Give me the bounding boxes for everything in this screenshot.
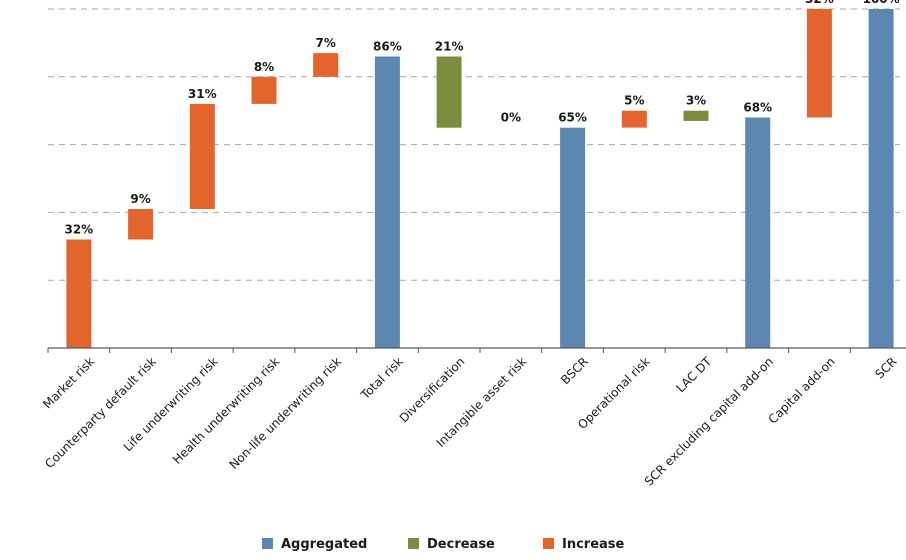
bars bbox=[66, 9, 894, 348]
data-label: 100% bbox=[863, 0, 900, 6]
legend-swatch-aggregated bbox=[262, 538, 273, 549]
bar-bscr bbox=[560, 127, 586, 348]
x-tick-label: Market risk bbox=[40, 354, 97, 411]
data-label: 21% bbox=[435, 40, 464, 54]
x-axis bbox=[47, 347, 906, 353]
x-tick-label: SCR bbox=[872, 354, 899, 381]
bar-total-risk bbox=[374, 56, 400, 348]
x-tick-label: Capital add-on bbox=[766, 354, 838, 426]
bar-scr bbox=[868, 9, 894, 348]
gridlines bbox=[48, 8, 900, 281]
data-label: 7% bbox=[316, 36, 336, 50]
bar-life-underwriting-risk bbox=[189, 103, 215, 209]
bar-non-life-underwriting-risk bbox=[313, 53, 339, 77]
data-label: 68% bbox=[743, 101, 772, 115]
data-label: 9% bbox=[130, 192, 150, 206]
x-tick-label: Total risk bbox=[357, 354, 405, 402]
bar-market-risk bbox=[66, 239, 92, 348]
legend-swatch-increase bbox=[543, 538, 554, 549]
x-tick-label: Non-life underwriting risk bbox=[227, 354, 344, 471]
x-tick-label: LAC DT bbox=[674, 354, 715, 395]
bar-diversification bbox=[436, 56, 462, 128]
data-label: 5% bbox=[624, 94, 644, 108]
bar-operational-risk bbox=[621, 110, 647, 128]
bar-counterparty-default-risk bbox=[128, 209, 154, 240]
legend: Aggregated Decrease Increase bbox=[262, 537, 625, 552]
data-label: 32% bbox=[64, 223, 93, 237]
x-tick-label: BSCR bbox=[558, 354, 591, 387]
x-tick-label: Health underwriting risk bbox=[170, 354, 282, 466]
data-label: 32% bbox=[805, 0, 834, 6]
legend-swatch-decrease bbox=[408, 538, 419, 549]
x-tick-label: Counterparty default risk bbox=[42, 354, 159, 471]
bar-capital-add-on bbox=[806, 9, 832, 118]
data-label: 3% bbox=[686, 94, 706, 108]
bar-lac-dt bbox=[683, 110, 709, 121]
data-label: 65% bbox=[558, 111, 587, 125]
data-labels: 32% 9% 31% 8% 7% 86% 21% 0% 65% 5% 3% 68% 32% 100% bbox=[64, 0, 899, 237]
x-tick-label: SCR excluding capital add-on bbox=[642, 354, 776, 488]
legend-label-decrease: Decrease bbox=[427, 537, 495, 552]
legend-label-increase: Increase bbox=[562, 537, 625, 552]
legend-label-aggregated: Aggregated bbox=[281, 537, 367, 552]
data-label: 86% bbox=[373, 40, 402, 54]
bar-health-underwriting-risk bbox=[251, 76, 277, 104]
bar-scr-excluding-capital-add-on bbox=[745, 117, 771, 348]
x-tick-label: Diversification bbox=[397, 354, 468, 425]
data-label: 31% bbox=[188, 87, 217, 101]
data-label: 0% bbox=[501, 111, 521, 125]
data-label: 8% bbox=[254, 60, 274, 74]
